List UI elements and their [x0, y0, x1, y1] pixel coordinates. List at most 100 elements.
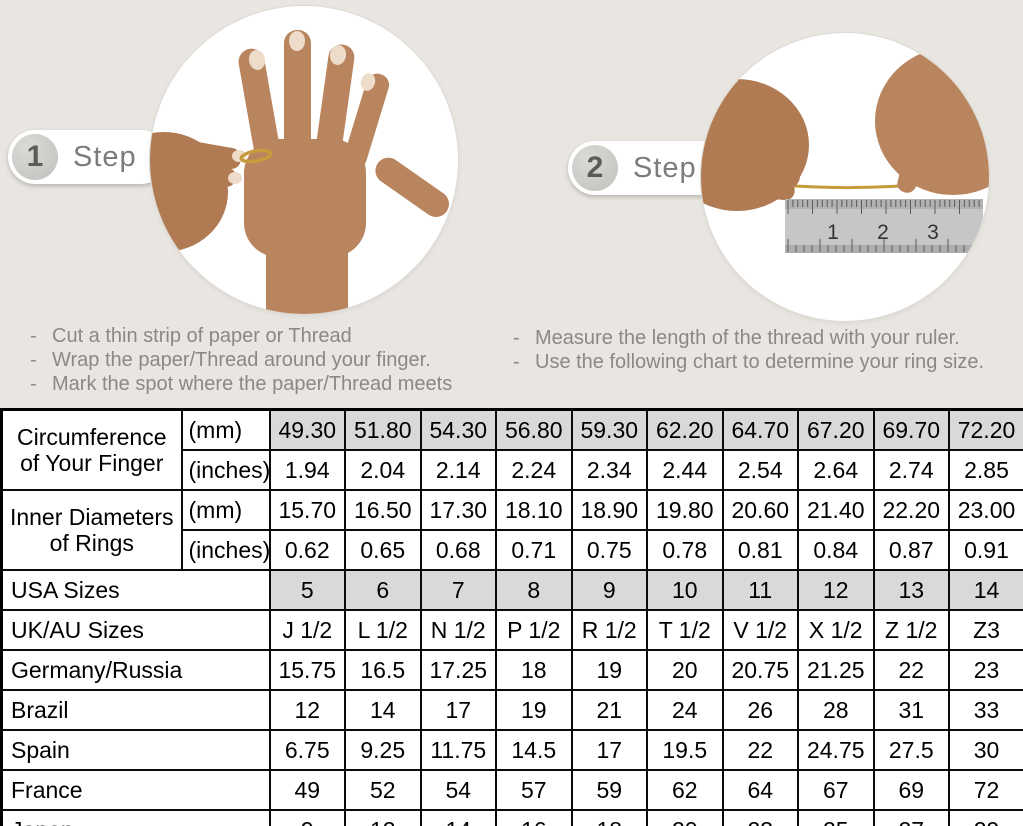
step-2-instructions: Measure the length of the thread with yo…: [505, 326, 1023, 374]
row-group-label: Circumference of Your Finger: [0, 408, 183, 491]
size-cell: 8: [495, 569, 573, 611]
size-cell: 49.30: [268, 408, 346, 451]
size-cell: 17.25: [419, 649, 497, 691]
pinky-finger-shape: [343, 73, 390, 169]
size-cell: 6.75: [268, 729, 346, 771]
size-cell: 5: [268, 569, 346, 611]
size-cell: 0.87: [872, 529, 950, 571]
size-cell: 69.70: [872, 408, 950, 451]
row-label: Germany/Russia: [0, 649, 271, 691]
instruction-line: Wrap the paper/Thread around your finger…: [22, 348, 497, 372]
ring-size-table: Circumference of Your Finger (mm) 49.30 51.…: [0, 408, 1023, 826]
size-cell: 51.80: [344, 408, 422, 451]
size-cell: 20.60: [721, 489, 799, 531]
size-cell: 54.30: [419, 408, 497, 451]
size-cell: 52: [344, 769, 422, 811]
fingernail: [329, 45, 347, 65]
size-cell: 28: [797, 689, 875, 731]
size-cell: J 1/2: [268, 609, 346, 651]
size-cell: 31: [872, 689, 950, 731]
size-cell: 9: [268, 809, 346, 826]
size-cell: 19.5: [646, 729, 724, 771]
size-cell: 14: [419, 809, 497, 826]
size-cell: 0.91: [948, 529, 1023, 571]
size-cell: 2.14: [419, 449, 497, 491]
size-cell: 29: [948, 809, 1023, 826]
size-cell: 14: [344, 689, 422, 731]
size-cell: 11: [721, 569, 799, 611]
left-index-finger-shape: [740, 150, 800, 188]
size-cell: 19.80: [646, 489, 724, 531]
row-group-label: Inner Diameters of Rings: [0, 489, 183, 571]
table-row: USA Sizes 5 6 7 8 9 10 11 12 13 14: [0, 569, 1023, 611]
right-index-finger-shape: [897, 145, 924, 193]
table-row: (inches) 1.94 2.04 2.14 2.24 2.34 2.44 2.54 2.64…: [2, 449, 1023, 491]
instruction-line: Cut a thin strip of paper or Thread: [22, 324, 497, 348]
size-cell: 2.74: [872, 449, 950, 491]
size-cell: 67.20: [797, 408, 875, 451]
row-unit-label: (mm): [180, 408, 271, 451]
instruction-line: Mark the spot where the paper/Thread mee…: [22, 372, 497, 396]
size-cell: 0.81: [721, 529, 799, 571]
size-cell: 69: [872, 769, 950, 811]
size-cell: 0.75: [570, 529, 648, 571]
size-cell: 12: [344, 809, 422, 826]
instruction-line: Measure the length of the thread with yo…: [505, 326, 1023, 350]
size-cell: 2.44: [646, 449, 724, 491]
size-cell: N 1/2: [419, 609, 497, 651]
ruler-number: 2: [877, 221, 889, 244]
left-thumb-shape: [738, 177, 795, 201]
size-cell: 2.24: [495, 449, 573, 491]
size-cell: 62.20: [646, 408, 724, 451]
size-cell: 18: [495, 649, 573, 691]
size-cell: 72.20: [948, 408, 1023, 451]
size-cell: 23: [721, 809, 799, 826]
size-cell: 64: [721, 769, 799, 811]
row-unit-label: (inches): [180, 449, 271, 491]
instruction-line: Use the following chart to determine you…: [505, 350, 1023, 374]
size-cell: V 1/2: [721, 609, 799, 651]
step-1-instructions: Cut a thin strip of paper or Thread Wrap…: [22, 324, 497, 396]
size-cell: 64.70: [721, 408, 799, 451]
size-cell: 12: [797, 569, 875, 611]
fingernail: [248, 50, 266, 70]
middle-finger-shape: [284, 30, 311, 158]
size-cell: 33: [948, 689, 1023, 731]
size-cell: 21.25: [797, 649, 875, 691]
step-1-label: Step: [73, 140, 137, 173]
size-cell: 22: [721, 729, 799, 771]
row-label: UK/AU Sizes: [0, 609, 271, 651]
right-thumb-shape: [921, 139, 944, 192]
row-label: Brazil: [0, 689, 271, 731]
table-row: Japan9121416182023252729: [0, 809, 1023, 826]
size-cell: 30: [948, 729, 1023, 771]
hand-with-thread-illustration: [150, 30, 449, 314]
fingernail: [360, 73, 376, 91]
size-cell: T 1/2: [646, 609, 724, 651]
size-cell: 21.40: [797, 489, 875, 531]
index-finger-shape: [238, 48, 280, 160]
size-cell: 11.75: [419, 729, 497, 771]
size-cell: Z3: [948, 609, 1023, 651]
size-cell: 10: [646, 569, 724, 611]
step-1-number: 1: [12, 134, 58, 180]
table-row: UK/AU Sizes J 1/2 L 1/2 N 1/2 P 1/2 R 1/2 T 1/…: [0, 609, 1023, 651]
measuring-thread-illustration: 1 2 3: [701, 47, 989, 253]
step-2-number: 2: [572, 145, 618, 191]
size-cell: 22.20: [872, 489, 950, 531]
size-cell: 13: [872, 569, 950, 611]
size-cell: 0.65: [344, 529, 422, 571]
size-cell: 25: [797, 809, 875, 826]
size-cell: 20.75: [721, 649, 799, 691]
size-cell: 15.70: [268, 489, 346, 531]
size-cell: 17: [570, 729, 648, 771]
table-row: Brazil 12 14 17 19 21 24 26 28 31 33: [0, 689, 1023, 731]
step-2-photo: 1 2 3: [701, 33, 989, 321]
size-cell: P 1/2: [495, 609, 573, 651]
thumb-shape: [375, 157, 449, 217]
size-cell: 16.5: [344, 649, 422, 691]
size-cell: 23.00: [948, 489, 1023, 531]
ruler: 1 2 3: [785, 199, 983, 253]
size-cell: 0.62: [268, 529, 346, 571]
